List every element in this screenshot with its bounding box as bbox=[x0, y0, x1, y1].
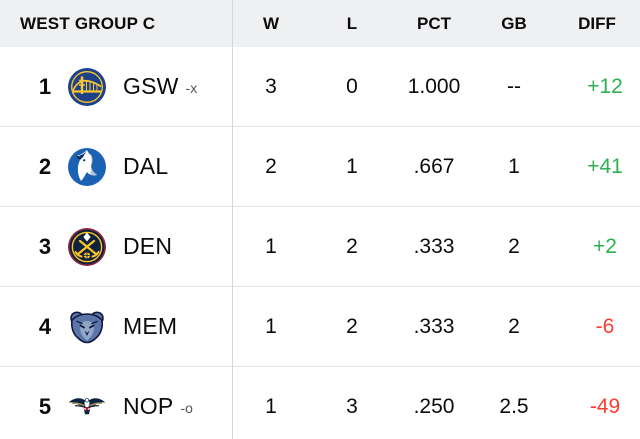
table-row-mem[interactable]: 4 MEM 1 2 .333 2 -6 bbox=[0, 287, 640, 367]
team-abbr: DEN bbox=[123, 233, 173, 259]
standings-header-row: WEST GROUP C W L PCT GB DIFF bbox=[0, 0, 640, 47]
rank-label: 1 bbox=[38, 73, 52, 99]
column-header-diff: DIFF bbox=[578, 13, 616, 33]
pct-value: 1.000 bbox=[407, 74, 461, 98]
den-nuggets-logo-icon bbox=[67, 227, 107, 267]
rank-label: 2 bbox=[38, 153, 52, 179]
nop-pelicans-logo-icon bbox=[67, 387, 107, 427]
losses-value: 3 bbox=[346, 394, 358, 418]
wins-value: 1 bbox=[265, 234, 277, 258]
rank-label: 3 bbox=[38, 233, 52, 259]
rank-label: 5 bbox=[38, 393, 52, 419]
diff-value: +2 bbox=[593, 234, 617, 258]
column-header-pct: PCT bbox=[417, 13, 451, 33]
losses-value: 1 bbox=[346, 154, 358, 178]
table-row-dal[interactable]: 2 DAL 2 1 .667 1 +41 bbox=[0, 127, 640, 207]
pct-value: .333 bbox=[413, 234, 455, 258]
losses-value: 2 bbox=[346, 314, 358, 338]
table-row-nop[interactable]: 5 NOP -o 1 3 .250 2.5 -49 bbox=[0, 367, 640, 439]
team-abbr: DAL bbox=[123, 153, 169, 179]
team-abbr: NOP bbox=[123, 393, 174, 419]
pct-value: .250 bbox=[413, 394, 455, 418]
gb-value: 2 bbox=[508, 314, 520, 338]
clinch-suffix: -o bbox=[180, 399, 193, 416]
diff-value: -6 bbox=[595, 314, 615, 338]
pct-value: .667 bbox=[413, 154, 455, 178]
table-row-den[interactable]: 3 DEN 1 2 .333 2 +2 bbox=[0, 207, 640, 287]
losses-value: 0 bbox=[346, 74, 358, 98]
group-title: WEST GROUP C bbox=[20, 13, 156, 33]
wins-value: 1 bbox=[265, 394, 277, 418]
column-divider bbox=[232, 0, 233, 439]
gb-value: 2 bbox=[508, 234, 520, 258]
gb-value: 1 bbox=[508, 154, 520, 178]
dal-mavericks-logo-icon bbox=[67, 147, 107, 187]
wins-value: 2 bbox=[265, 154, 277, 178]
gb-value: 2.5 bbox=[499, 394, 529, 418]
diff-value: +41 bbox=[587, 154, 623, 178]
diff-value: -49 bbox=[589, 394, 621, 418]
table-row-gsw[interactable]: 1 GSW -x 3 0 1.000 -- +12 bbox=[0, 47, 640, 127]
team-abbr: GSW bbox=[123, 73, 179, 99]
clinch-suffix: -x bbox=[185, 79, 198, 96]
gb-value: -- bbox=[507, 74, 521, 98]
diff-value: +12 bbox=[587, 74, 623, 98]
team-abbr: MEM bbox=[123, 313, 178, 339]
pct-value: .333 bbox=[413, 314, 455, 338]
gsw-warriors-logo-icon bbox=[67, 67, 107, 107]
rank-label: 4 bbox=[38, 313, 52, 339]
column-header-gb: GB bbox=[501, 13, 527, 33]
column-header-wins: W bbox=[262, 13, 280, 33]
mem-grizzlies-logo-icon bbox=[67, 307, 107, 347]
wins-value: 3 bbox=[265, 74, 277, 98]
wins-value: 1 bbox=[265, 314, 277, 338]
column-header-losses: L bbox=[346, 13, 358, 33]
losses-value: 2 bbox=[346, 234, 358, 258]
